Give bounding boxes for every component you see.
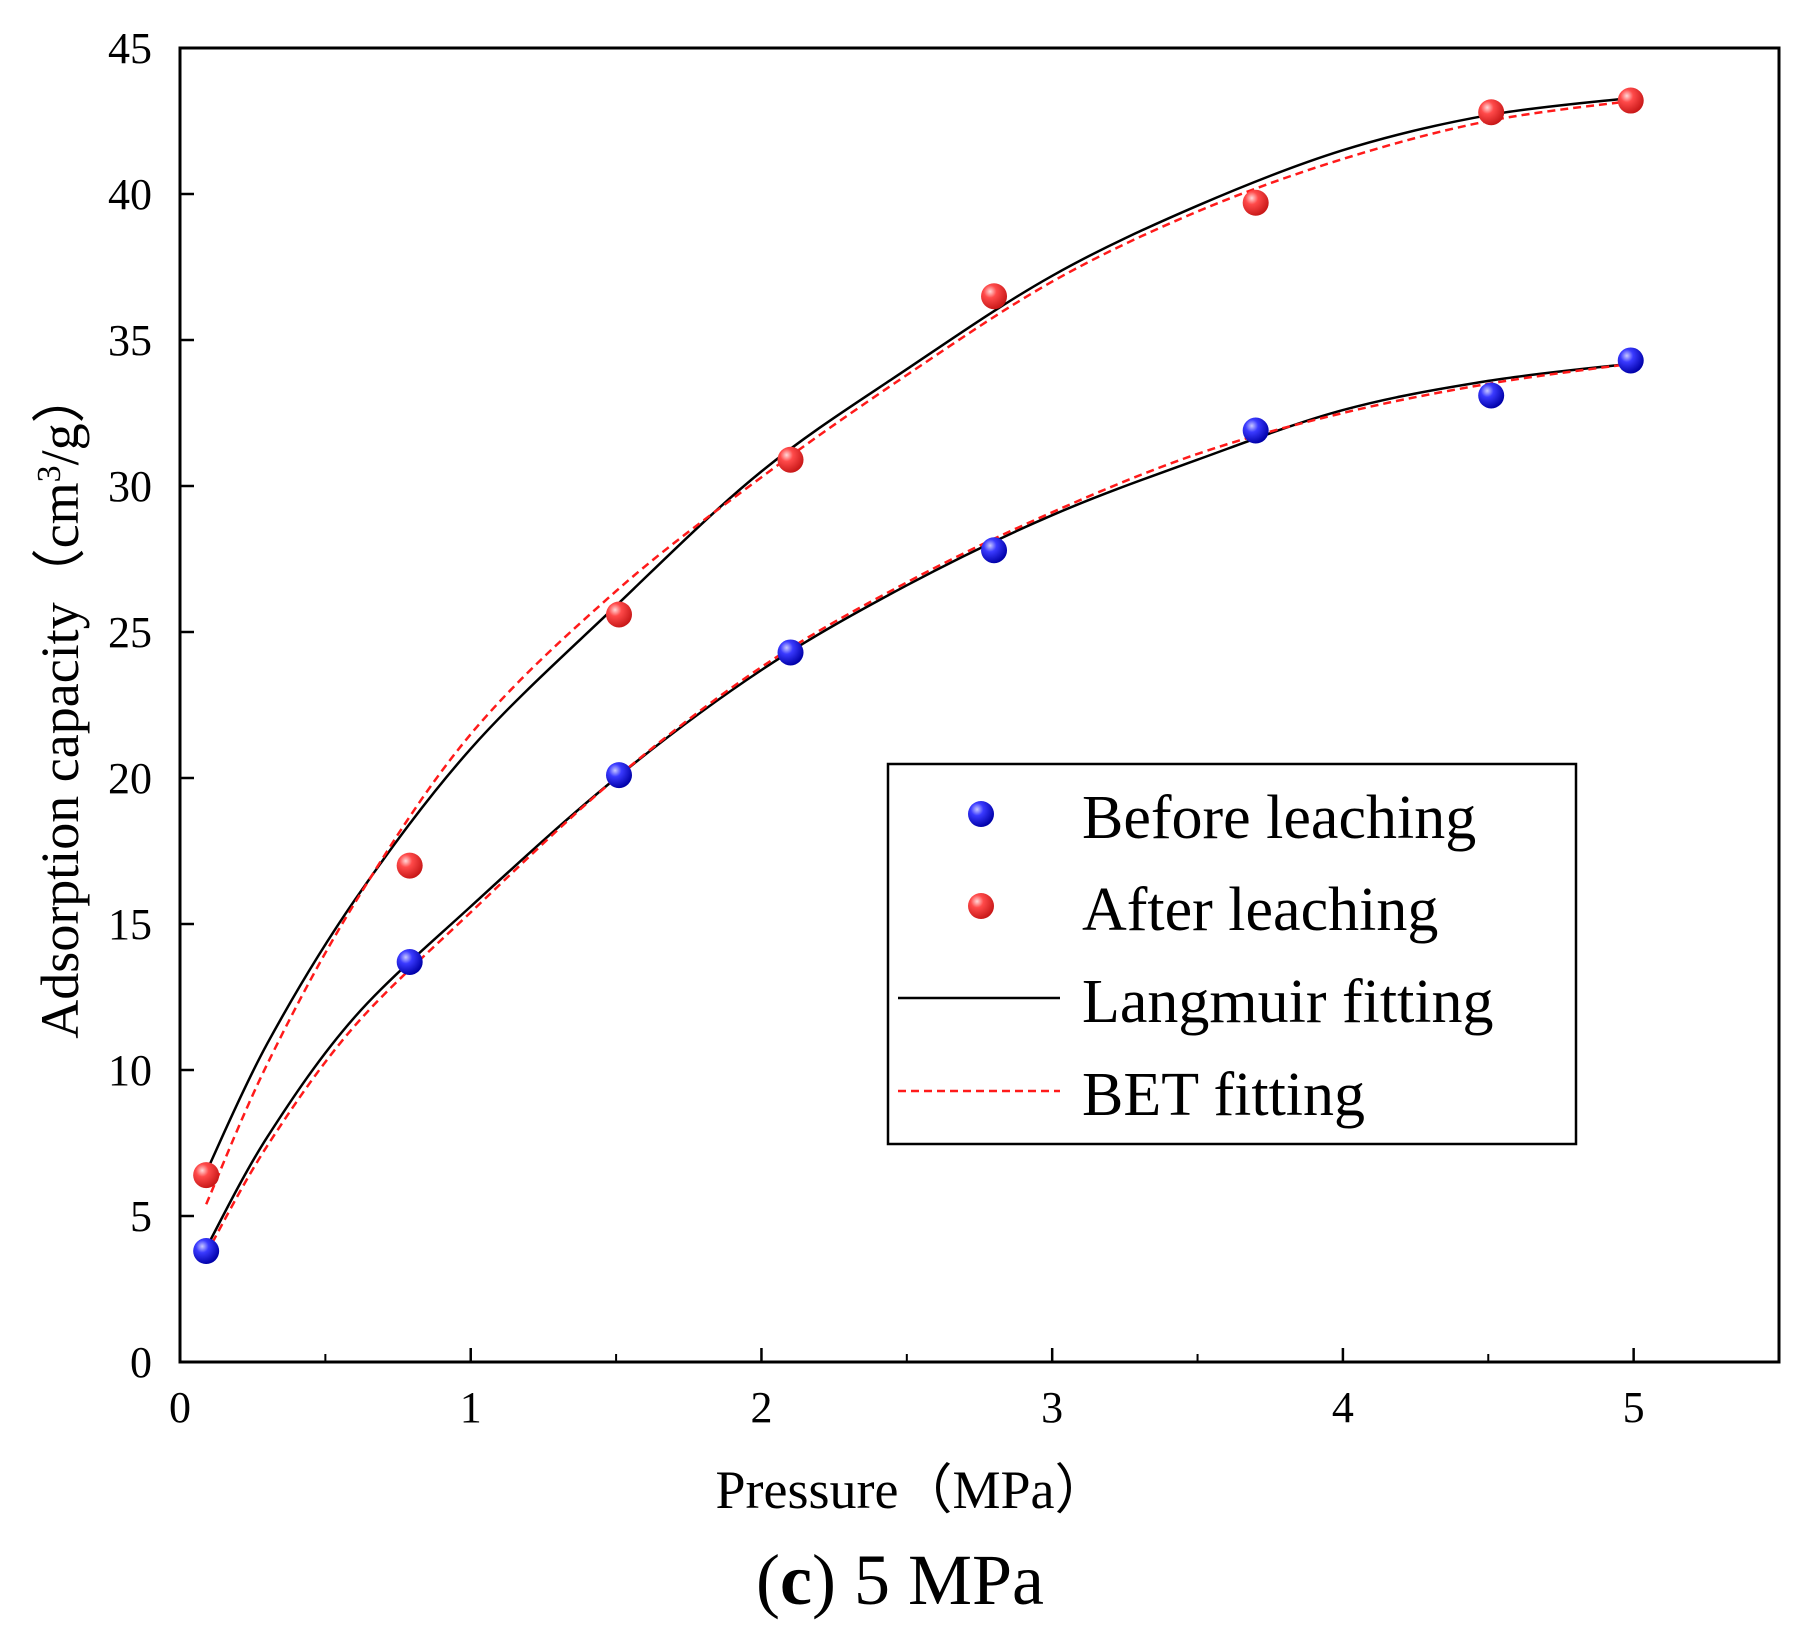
after-leaching-point xyxy=(981,283,1008,310)
y-tick-label: 45 xyxy=(108,24,152,73)
before-leaching-point xyxy=(605,762,632,789)
bet-fit-curve-1 xyxy=(205,362,1634,1255)
legend-langmuir-label: Langmuir fitting xyxy=(1082,968,1494,1036)
x-tick-label: 0 xyxy=(169,1383,191,1432)
after-leaching-point xyxy=(193,1162,220,1189)
x-tick-label: 2 xyxy=(750,1383,772,1432)
figure-caption: (c) 5 MPa xyxy=(756,1540,1044,1620)
before-leaching-point xyxy=(1617,347,1644,374)
y-tick-label: 20 xyxy=(108,754,152,803)
y-tick-label: 10 xyxy=(108,1046,152,1095)
fit-curves xyxy=(205,96,1634,1255)
before-leaching-point xyxy=(396,948,423,975)
y-tick-label: 15 xyxy=(108,900,152,949)
after-leaching-point xyxy=(1242,189,1269,216)
y-axis-title-main: Adsorption capacity（cm xyxy=(30,482,90,1038)
after-leaching-point xyxy=(1478,99,1505,126)
before-leaching-point xyxy=(1242,417,1269,444)
before-leaching-point xyxy=(193,1238,220,1265)
x-axis-title: Pressure（MPa） xyxy=(716,1460,1109,1520)
x-tick-label: 4 xyxy=(1332,1383,1354,1432)
y-axis-title-sup: 3 xyxy=(31,465,68,482)
y-tick-label: 35 xyxy=(108,316,152,365)
data-points xyxy=(193,87,1644,1265)
y-tick-label: 0 xyxy=(130,1338,152,1387)
y-tick-label: 5 xyxy=(130,1192,152,1241)
before-leaching-point xyxy=(981,537,1008,564)
y-axis-title: Adsorption capacity（cm3/g） xyxy=(30,369,90,1038)
after-leaching-point xyxy=(777,446,804,473)
legend-before-label: Before leaching xyxy=(1082,784,1476,852)
plot-frame xyxy=(178,46,1781,1364)
caption-letter: c xyxy=(780,1540,812,1620)
before-leaching-point xyxy=(777,639,804,666)
legend-after-marker xyxy=(968,893,994,919)
before-leaching-point xyxy=(1478,382,1505,409)
legend-before-marker xyxy=(968,801,994,827)
bet-fit-curve-0 xyxy=(205,99,1634,1205)
legend: Before leaching After leaching Langmuir … xyxy=(886,762,1578,1146)
legend-box xyxy=(886,762,1578,1146)
legend-after-label: After leaching xyxy=(1082,876,1438,944)
langmuir-fit-curve-0 xyxy=(205,96,1634,1173)
x-tick-label: 1 xyxy=(460,1383,482,1432)
legend-bet-label: BET fitting xyxy=(1082,1061,1365,1129)
after-leaching-point xyxy=(605,601,632,628)
after-leaching-point xyxy=(396,852,423,879)
x-tick-label: 3 xyxy=(1041,1383,1063,1432)
y-tick-label: 40 xyxy=(108,170,152,219)
y-tick-label: 30 xyxy=(108,462,152,511)
langmuir-fit-curve-1 xyxy=(205,362,1634,1249)
after-leaching-point xyxy=(1617,87,1644,114)
caption-prefix: ( xyxy=(756,1540,780,1620)
y-tick-label: 25 xyxy=(108,608,152,657)
y-axis-title-end: /g） xyxy=(30,369,90,465)
x-tick-label: 5 xyxy=(1623,1383,1645,1432)
caption-rest: ) 5 MPa xyxy=(812,1540,1044,1620)
